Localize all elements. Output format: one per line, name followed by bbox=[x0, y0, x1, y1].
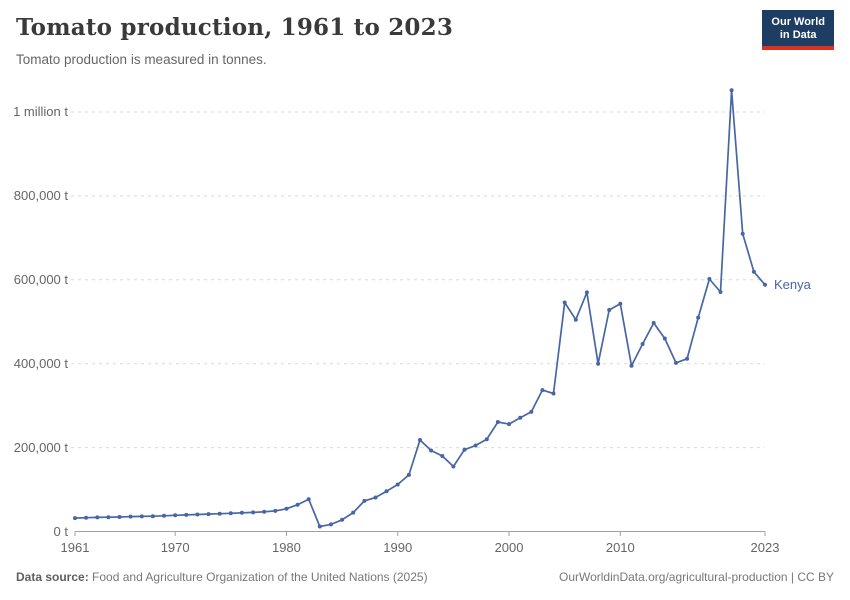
chart-subtitle: Tomato production is measured in tonnes. bbox=[16, 52, 267, 67]
data-point[interactable] bbox=[239, 510, 244, 515]
data-point[interactable] bbox=[584, 290, 589, 295]
data-point[interactable] bbox=[395, 482, 400, 487]
data-point[interactable] bbox=[529, 409, 534, 414]
y-axis-tick-label: 200,000 t bbox=[13, 439, 68, 455]
data-point[interactable] bbox=[284, 506, 289, 511]
data-point[interactable] bbox=[651, 321, 656, 325]
data-point[interactable] bbox=[106, 515, 111, 520]
data-point[interactable] bbox=[251, 510, 256, 515]
data-point[interactable] bbox=[351, 510, 356, 515]
data-point[interactable] bbox=[685, 356, 690, 361]
data-point[interactable] bbox=[451, 464, 456, 469]
data-point[interactable] bbox=[195, 512, 200, 517]
data-point[interactable] bbox=[340, 517, 345, 522]
y-axis-tick-label: 800,000 t bbox=[13, 187, 68, 203]
x-axis-tick-label: 2000 bbox=[494, 540, 524, 555]
data-point[interactable] bbox=[418, 438, 422, 442]
data-point[interactable] bbox=[139, 514, 144, 519]
data-point[interactable] bbox=[484, 437, 489, 442]
data-point[interactable] bbox=[540, 388, 545, 393]
data-point[interactable] bbox=[640, 342, 645, 346]
data-point[interactable] bbox=[84, 515, 89, 520]
data-point[interactable] bbox=[763, 282, 767, 287]
y-axis-tick-label: 600,000 t bbox=[13, 271, 68, 287]
series-label-kenya: Kenya bbox=[774, 276, 811, 292]
data-point[interactable] bbox=[729, 88, 734, 93]
data-point[interactable] bbox=[562, 300, 567, 305]
x-axis-tick-label: 1970 bbox=[160, 540, 190, 555]
x-axis-tick-label: 1990 bbox=[383, 540, 413, 555]
data-point[interactable] bbox=[329, 522, 333, 527]
y-axis-tick-label: 1 million t bbox=[13, 104, 68, 119]
data-point[interactable] bbox=[473, 443, 478, 448]
data-point[interactable] bbox=[507, 422, 511, 427]
data-point[interactable] bbox=[440, 454, 445, 458]
data-point[interactable] bbox=[273, 508, 278, 513]
data-point[interactable] bbox=[551, 391, 556, 396]
owid-logo[interactable]: Our World in Data bbox=[762, 10, 834, 50]
data-point[interactable] bbox=[406, 472, 411, 477]
y-axis-tick-label: 0 t bbox=[53, 523, 68, 539]
data-point[interactable] bbox=[462, 447, 467, 452]
line-series-kenya[interactable] bbox=[74, 89, 766, 528]
data-point[interactable] bbox=[718, 290, 723, 294]
data-point[interactable] bbox=[206, 512, 211, 517]
data-point[interactable] bbox=[573, 317, 578, 322]
data-point[interactable] bbox=[128, 514, 133, 519]
x-axis-tick-label: 1980 bbox=[271, 540, 301, 555]
data-point[interactable] bbox=[596, 361, 601, 366]
data-point[interactable] bbox=[117, 515, 122, 519]
data-point[interactable] bbox=[518, 415, 523, 420]
data-point[interactable] bbox=[495, 420, 500, 424]
x-axis-tick-label: 2023 bbox=[750, 540, 780, 555]
data-point[interactable] bbox=[95, 515, 100, 520]
data-point[interactable] bbox=[162, 513, 166, 518]
chart-title: Tomato production, 1961 to 2023 bbox=[16, 14, 454, 41]
x-axis-tick-label: 2010 bbox=[605, 540, 635, 555]
y-axis-tick-label: 400,000 t bbox=[13, 355, 68, 371]
footer-link[interactable]: OurWorldinData.org/agricultural-producti… bbox=[558, 570, 834, 584]
data-point[interactable] bbox=[295, 502, 300, 507]
data-point[interactable] bbox=[150, 514, 155, 519]
data-point[interactable] bbox=[262, 509, 267, 514]
data-point[interactable] bbox=[173, 513, 178, 518]
data-point[interactable] bbox=[629, 363, 634, 368]
data-point[interactable] bbox=[306, 497, 311, 502]
data-point[interactable] bbox=[707, 277, 712, 281]
data-point[interactable] bbox=[217, 511, 222, 516]
data-point[interactable] bbox=[373, 495, 378, 500]
data-point[interactable] bbox=[674, 360, 678, 365]
owid-logo-line1: Our World bbox=[771, 16, 825, 28]
x-axis-tick-label: 1961 bbox=[60, 540, 90, 555]
data-point[interactable] bbox=[228, 511, 233, 516]
data-point[interactable] bbox=[362, 498, 367, 503]
data-point[interactable] bbox=[317, 524, 322, 529]
owid-logo-line2: in Data bbox=[779, 29, 817, 41]
data-point[interactable] bbox=[751, 269, 756, 274]
data-point[interactable] bbox=[384, 489, 389, 494]
data-source-note: Data source: Food and Agriculture Organi… bbox=[16, 570, 428, 584]
data-point[interactable] bbox=[429, 448, 434, 453]
data-point[interactable] bbox=[662, 336, 667, 341]
data-point[interactable] bbox=[696, 315, 701, 320]
data-point[interactable] bbox=[73, 516, 77, 521]
data-point[interactable] bbox=[618, 301, 623, 306]
data-point[interactable] bbox=[184, 512, 189, 517]
data-point[interactable] bbox=[607, 308, 612, 312]
data-point[interactable] bbox=[740, 231, 745, 236]
data-source-label: Data source: bbox=[16, 570, 89, 584]
data-source-text: Food and Agriculture Organization of the… bbox=[92, 570, 428, 584]
